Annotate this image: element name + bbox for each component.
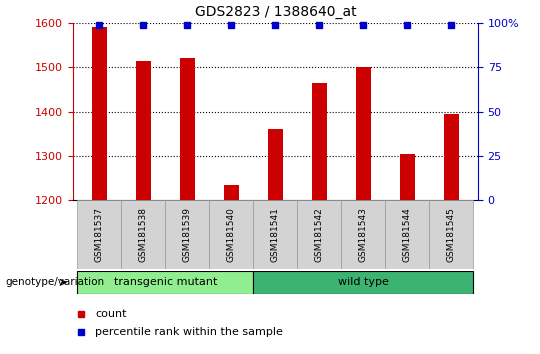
Text: GSM181537: GSM181537 (95, 207, 104, 262)
Bar (298, 200, 341, 269)
Bar (210, 200, 253, 269)
Bar (136, 61, 151, 200)
Text: GSM181539: GSM181539 (183, 207, 192, 262)
Bar (77, 271, 253, 294)
Bar (77, 200, 122, 269)
Bar (122, 200, 165, 269)
Text: percentile rank within the sample: percentile rank within the sample (95, 327, 283, 337)
Bar (92, 28, 107, 200)
Bar (444, 114, 459, 200)
Text: GSM181545: GSM181545 (447, 207, 456, 262)
Text: genotype/variation: genotype/variation (5, 277, 105, 287)
Text: count: count (95, 309, 127, 319)
Text: GSM181540: GSM181540 (227, 207, 236, 262)
Bar (268, 129, 283, 200)
Bar (224, 184, 239, 200)
Bar (165, 200, 210, 269)
Text: GSM181543: GSM181543 (359, 207, 368, 262)
Text: GSM181542: GSM181542 (315, 207, 324, 262)
Text: GSM181544: GSM181544 (403, 207, 412, 262)
Bar (429, 200, 474, 269)
Bar (180, 58, 195, 200)
Bar (356, 67, 371, 200)
Bar (341, 200, 386, 269)
Bar (253, 271, 474, 294)
Bar (386, 200, 429, 269)
Title: GDS2823 / 1388640_at: GDS2823 / 1388640_at (194, 5, 356, 19)
Bar (253, 200, 298, 269)
Bar (400, 154, 415, 200)
Text: GSM181541: GSM181541 (271, 207, 280, 262)
Text: wild type: wild type (338, 277, 389, 287)
Text: GSM181538: GSM181538 (139, 207, 148, 262)
Bar (312, 83, 327, 200)
Text: transgenic mutant: transgenic mutant (113, 277, 217, 287)
